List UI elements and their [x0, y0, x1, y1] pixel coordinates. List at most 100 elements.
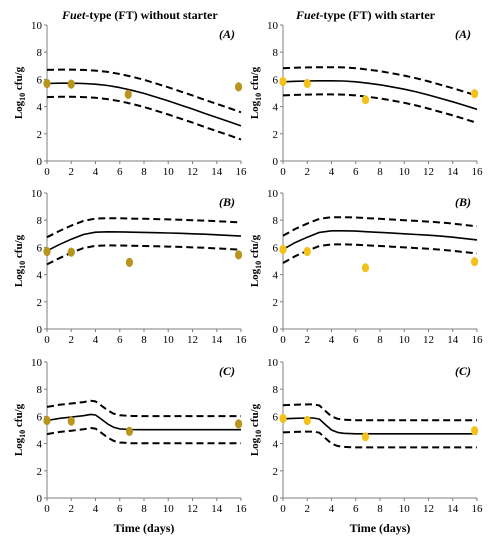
confidence-bound-line: [46, 217, 242, 239]
y-tick-label: 0: [37, 324, 43, 336]
y-tick-label: 10: [267, 357, 279, 369]
x-tick-label: 12: [187, 334, 198, 346]
y-tick-label: 0: [37, 156, 43, 168]
y-tick-label: 0: [273, 493, 279, 505]
y-axis-label: Log10 cfu/g: [13, 403, 27, 456]
x-tick-label: 6: [353, 334, 359, 346]
model-line: [282, 80, 478, 111]
data-point: [470, 257, 479, 267]
model-line: [46, 231, 242, 252]
data-point: [361, 263, 370, 273]
y-axis-label: Log10 cfu/g: [249, 66, 263, 119]
x-tick-label: 2: [305, 334, 311, 346]
y-tick-label: 0: [273, 324, 279, 336]
y-tick-label: 2: [37, 297, 43, 309]
column-title-rest: -type (FT) without starter: [85, 8, 218, 22]
x-tick-label: 8: [377, 503, 383, 515]
y-tick-label: 0: [273, 156, 279, 168]
y-tick-label: 2: [37, 466, 43, 478]
data-point: [67, 247, 75, 257]
data-point: [234, 250, 243, 260]
data-point: [234, 419, 243, 429]
y-tick-label: 10: [31, 188, 43, 200]
column-title-without-starter: Fuet-type (FT) without starter: [62, 8, 218, 23]
y-tick-label: 0: [37, 493, 43, 505]
x-tick-label: 10: [163, 503, 175, 515]
data-point: [234, 82, 243, 92]
x-tick-label: 12: [187, 503, 198, 515]
x-tick-label: 4: [93, 334, 99, 346]
y-tick-label: 4: [273, 270, 279, 282]
y-tick-label: 2: [273, 297, 279, 309]
x-axis-label: Time (days): [114, 521, 175, 535]
panel-label: (C): [455, 364, 471, 378]
x-tick-label: 16: [236, 503, 248, 515]
data-point: [279, 413, 287, 424]
panel-label: (A): [455, 27, 471, 41]
x-tick-label: 10: [163, 334, 175, 346]
data-point: [67, 416, 75, 426]
data-point: [303, 246, 311, 257]
data-point: [361, 95, 370, 105]
y-tick-label: 8: [273, 47, 279, 59]
y-tick-label: 6: [273, 411, 279, 423]
x-tick-label: 0: [44, 334, 50, 346]
x-tick-label: 16: [472, 503, 484, 515]
y-tick-label: 4: [273, 102, 279, 114]
x-tick-label: 2: [69, 334, 75, 346]
x-tick-label: 0: [44, 503, 50, 515]
data-point: [125, 426, 134, 436]
x-tick-label: 14: [447, 503, 459, 515]
x-tick-label: 6: [117, 503, 123, 515]
model-line: [46, 82, 242, 127]
x-tick-label: 4: [329, 334, 335, 346]
y-tick-label: 8: [273, 215, 279, 227]
x-tick-label: 14: [211, 166, 223, 178]
confidence-bound-line: [46, 399, 241, 418]
x-tick-label: 10: [399, 334, 411, 346]
x-tick-label: 6: [353, 166, 359, 178]
data-point: [470, 89, 479, 99]
confidence-bound-line: [46, 427, 241, 445]
data-point: [43, 415, 51, 426]
x-tick-label: 12: [423, 503, 434, 515]
data-point: [279, 244, 287, 255]
data-point: [279, 76, 287, 87]
model-line: [46, 413, 241, 431]
data-point: [303, 78, 311, 89]
x-tick-label: 6: [353, 503, 359, 515]
confidence-bound-line: [282, 216, 478, 237]
y-tick-label: 4: [37, 439, 43, 451]
data-point: [361, 432, 370, 442]
confidence-bound-line: [46, 244, 242, 266]
y-axis-label: Log10 cfu/g: [249, 403, 263, 456]
x-tick-label: 14: [447, 334, 459, 346]
data-point: [303, 415, 311, 426]
panel-label: (C): [219, 364, 235, 378]
column-title-italic: Fuet: [296, 8, 320, 22]
y-tick-label: 10: [267, 20, 279, 32]
x-tick-label: 14: [211, 503, 223, 515]
panel-label: (B): [455, 195, 471, 209]
y-tick-label: 10: [267, 188, 279, 200]
panel-label: (A): [219, 27, 235, 41]
x-tick-label: 8: [141, 503, 147, 515]
x-tick-label: 12: [423, 166, 434, 178]
column-title-rest: -type (FT) with starter: [319, 8, 435, 22]
x-tick-label: 0: [280, 166, 286, 178]
y-tick-label: 8: [37, 384, 43, 396]
confidence-bound-line: [282, 430, 477, 449]
y-tick-label: 4: [273, 439, 279, 451]
x-tick-label: 10: [163, 166, 175, 178]
y-tick-label: 10: [31, 20, 43, 32]
x-tick-label: 2: [69, 166, 75, 178]
confidence-bound-line: [282, 93, 478, 124]
x-tick-label: 0: [44, 166, 50, 178]
y-tick-label: 6: [37, 411, 43, 423]
x-tick-label: 4: [93, 166, 99, 178]
x-tick-label: 4: [329, 503, 335, 515]
x-tick-label: 0: [280, 503, 286, 515]
model-line: [282, 230, 478, 251]
